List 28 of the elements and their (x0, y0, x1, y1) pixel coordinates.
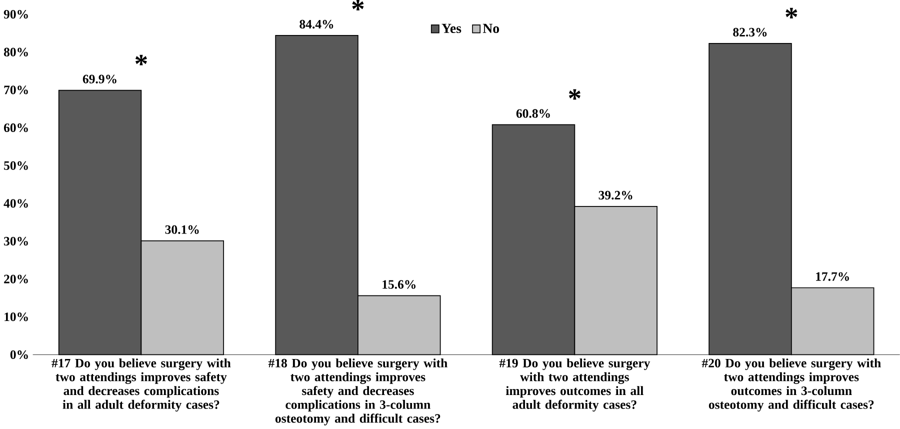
data-label: 39.2% (598, 190, 632, 200)
y-tick-label: 80% (4, 48, 28, 56)
y-tick-label: 40% (4, 199, 28, 208)
annotation: * (568, 89, 580, 100)
y-tick-label: 50% (4, 161, 28, 170)
x-tick-label: #19 Do you believe surgery with two attendings improves outcomes in all adult deformity cases? (499, 358, 650, 412)
legend-label: Yes (442, 24, 462, 34)
y-tick-label: 20% (4, 274, 28, 284)
y-tick-label: 30% (4, 236, 28, 246)
data-label: 15.6% (382, 280, 416, 289)
y-tick-label: 70% (4, 86, 28, 94)
data-label: 69.9% (82, 74, 116, 84)
x-tick-label: #18 Do you believe surgery with two attendings improves safety and decreases complications in 3-column osteotomy and difficult cases? (268, 358, 448, 426)
data-label: 17.7% (816, 272, 849, 281)
data-label: 82.3% (733, 28, 767, 37)
legend-label: No (482, 24, 500, 34)
x-tick-label: #20 Do you believe surgery with two attendings improves outcomes in 3-column osteotomy and difficult cases? (702, 358, 881, 412)
y-tick-label: 0% (10, 350, 28, 360)
annotation: * (135, 54, 147, 66)
data-label: 60.8% (516, 109, 550, 118)
annotation: * (786, 8, 798, 18)
data-label: 84.4% (300, 20, 334, 29)
data-label: 30.1% (165, 225, 199, 234)
y-tick-label: 90% (4, 10, 28, 19)
x-tick-label: #17 Do you believe surgery with two attendings improves safety and decreases complications in all adult deformity cases? (52, 358, 231, 412)
text: * (352, 0, 364, 10)
y-tick-label: 10% (4, 312, 28, 322)
y-tick-label: 60% (4, 123, 28, 132)
